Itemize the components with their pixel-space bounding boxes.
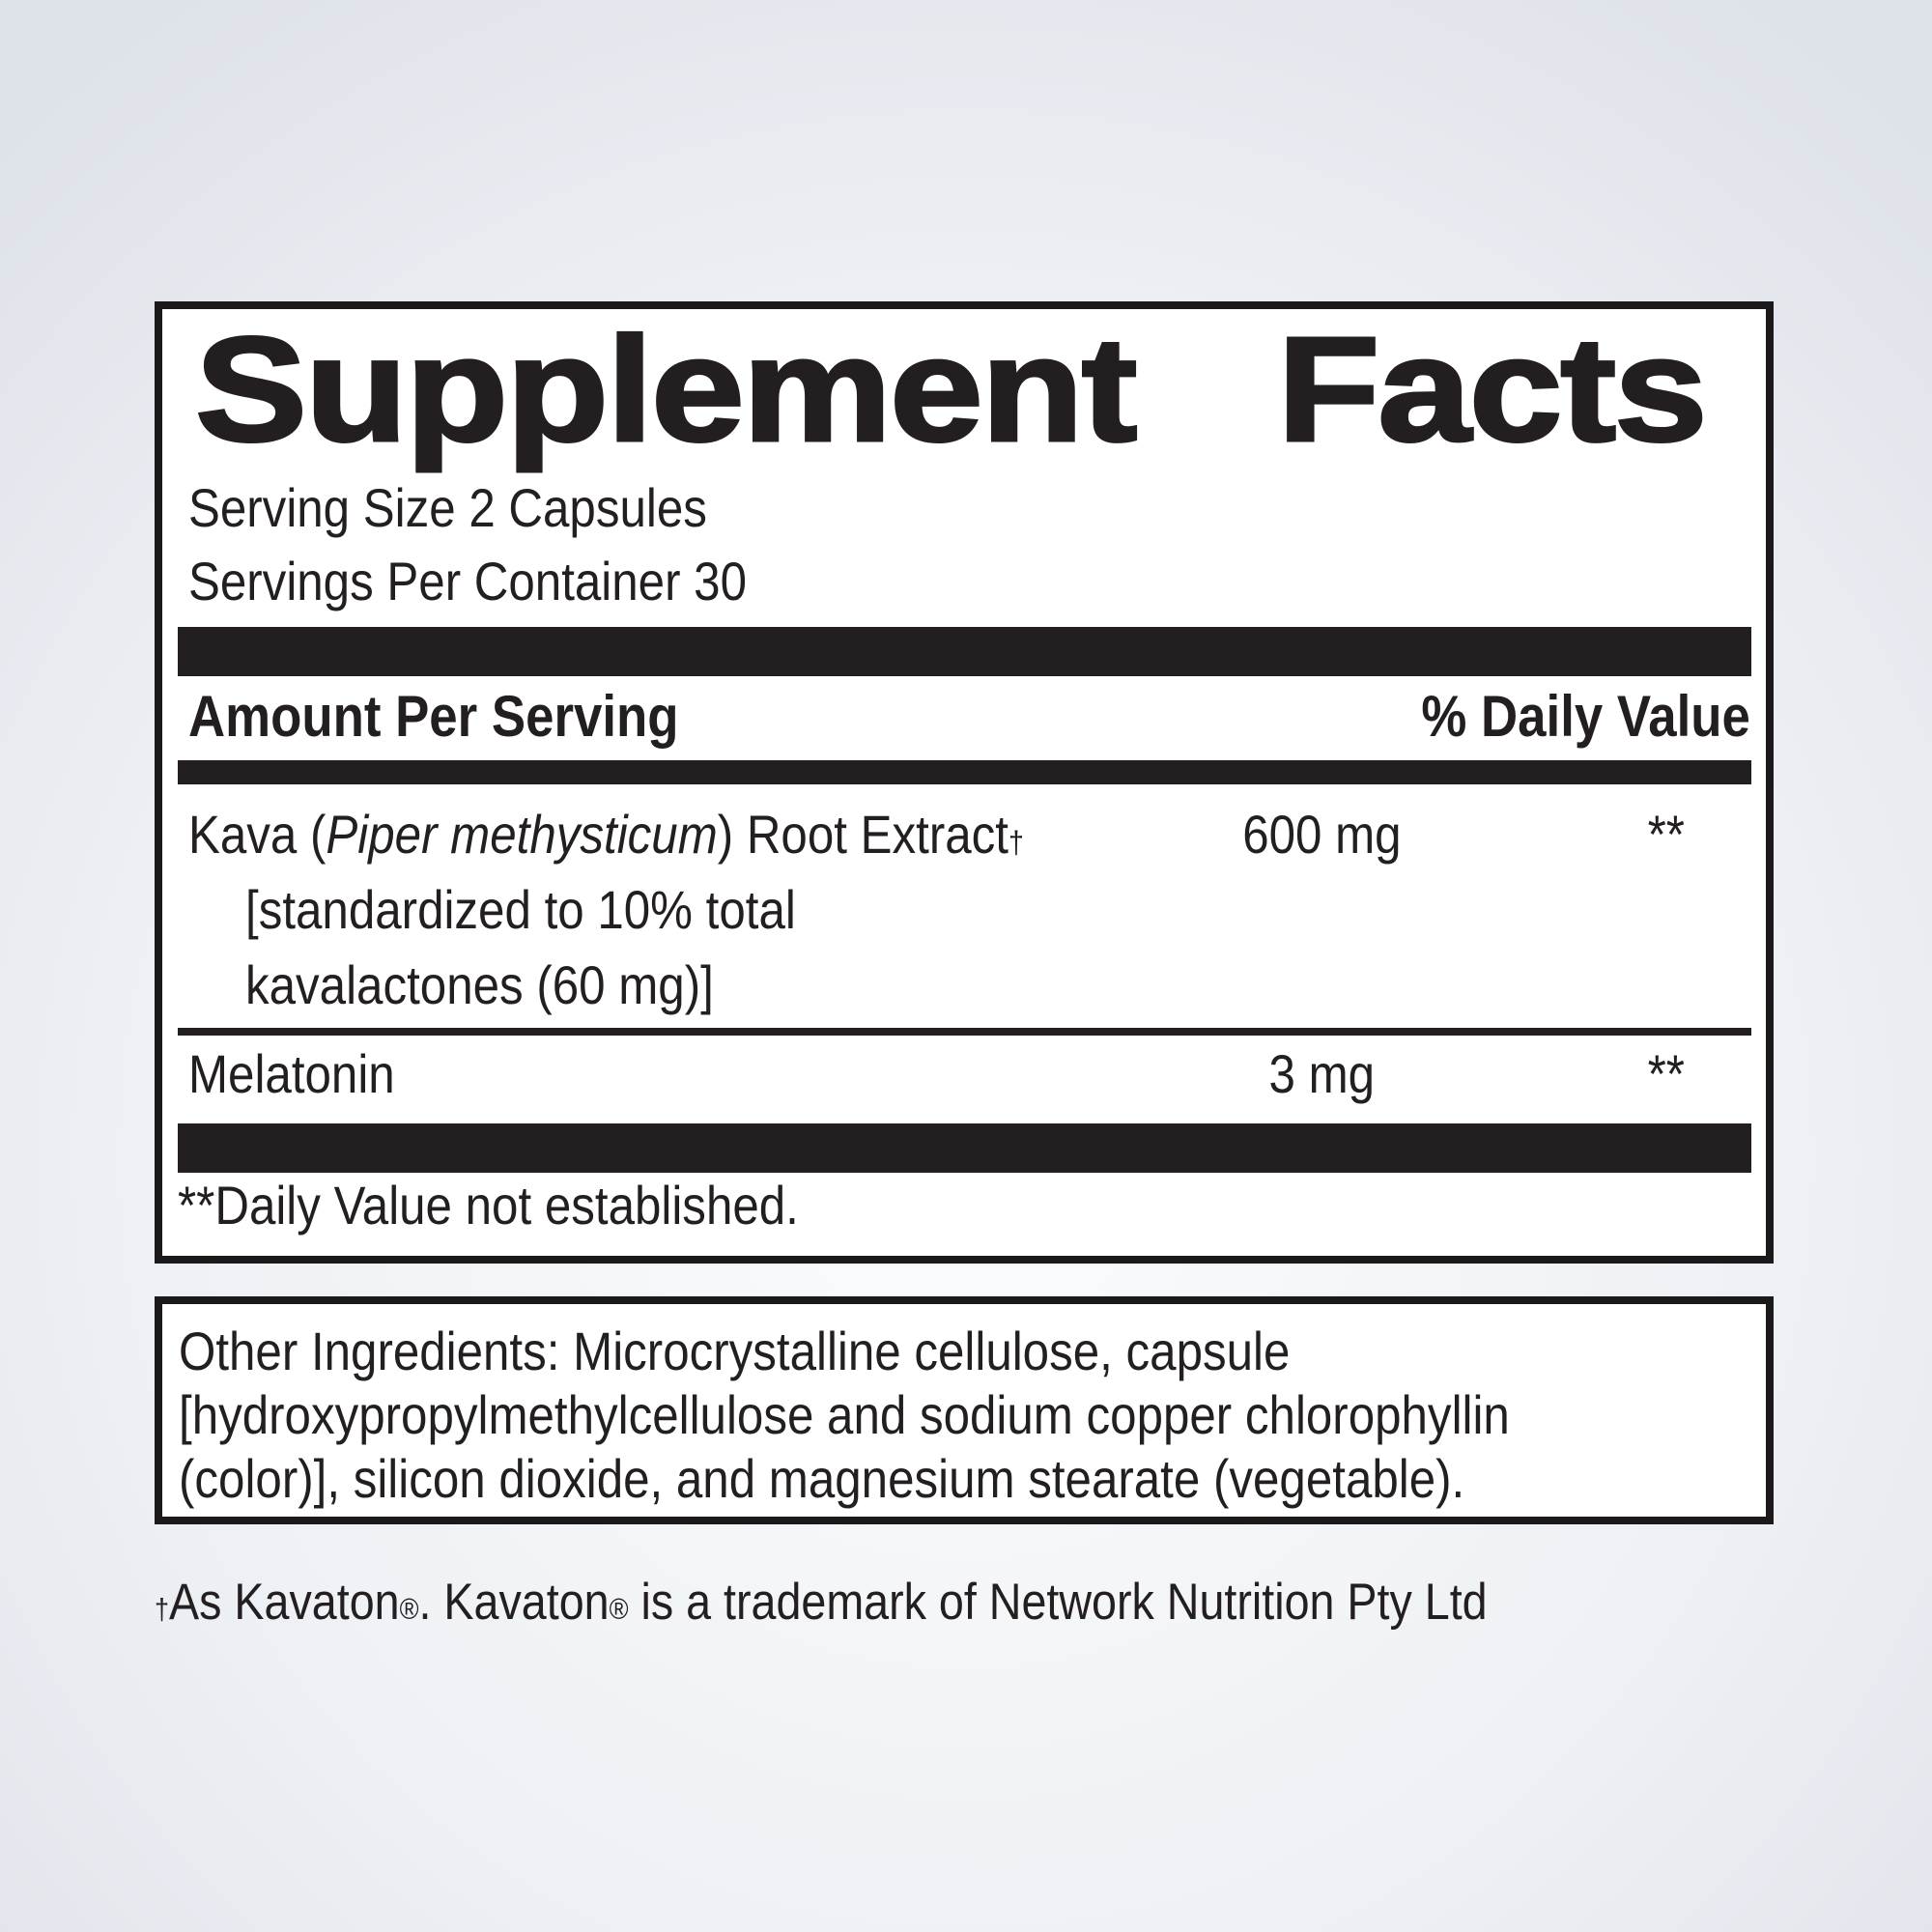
supplement-facts-panel: Supplement Facts Serving Size 2 Capsules… (155, 301, 1774, 1264)
divider-bar-medium (178, 760, 1751, 784)
percent-daily-value-header: % Daily Value (1421, 684, 1750, 749)
ingredient-name-melatonin: Melatonin (188, 1043, 395, 1104)
trademark-footnote: †As Kavaton®. Kavaton® is a trademark of… (155, 1574, 1488, 1631)
registered-mark-2: ® (609, 1592, 629, 1626)
divider-bar-thick-top (178, 627, 1751, 676)
ingredient-amount-kava: 600 mg (1241, 804, 1402, 865)
dagger-symbol: † (1008, 825, 1024, 860)
ingredient-dv-kava: ** (1647, 804, 1686, 865)
kava-standardization-line-1: [standardized to 10% total (245, 879, 796, 940)
panel-title: Supplement Facts (193, 306, 1709, 472)
column-header-row: Amount Per Serving % Daily Value (188, 688, 1750, 746)
title-word-supplement: Supplement (193, 306, 1139, 472)
divider-bar-thick-bottom (178, 1123, 1751, 1173)
other-ingredients-text: Other Ingredients: Microcrystalline cell… (179, 1320, 1691, 1511)
ingredient-dv-melatonin: ** (1647, 1043, 1686, 1104)
registered-mark-1: ® (399, 1592, 419, 1626)
footnote-dagger: † (155, 1592, 170, 1626)
other-ingredients-line-3: (color)], silicon dioxide, and magnesium… (179, 1448, 1465, 1509)
other-ingredients-line-1: Other Ingredients: Microcrystalline cell… (179, 1321, 1291, 1381)
ingredient-name-kava: Kava (Piper methysticum) Root Extract† (188, 804, 1024, 865)
divider-rule-thin (178, 1028, 1751, 1036)
species-name: Piper methysticum (326, 804, 718, 865)
ingredient-amount-melatonin: 3 mg (1268, 1043, 1375, 1104)
serving-info: Serving Size 2 Capsules Servings Per Con… (188, 471, 823, 618)
kava-standardization-line-2: kavalactones (60 mg)] (245, 954, 714, 1015)
title-word-facts: Facts (1275, 306, 1709, 472)
servings-per-container: Servings Per Container 30 (188, 551, 747, 611)
amount-per-serving-header: Amount Per Serving (188, 684, 679, 749)
other-ingredients-line-2: [hydroxypropylmethylcellulose and sodium… (179, 1384, 1510, 1445)
serving-size: Serving Size 2 Capsules (188, 477, 707, 538)
other-ingredients-panel: Other Ingredients: Microcrystalline cell… (155, 1296, 1774, 1524)
daily-value-footnote: **Daily Value not established. (178, 1175, 799, 1236)
